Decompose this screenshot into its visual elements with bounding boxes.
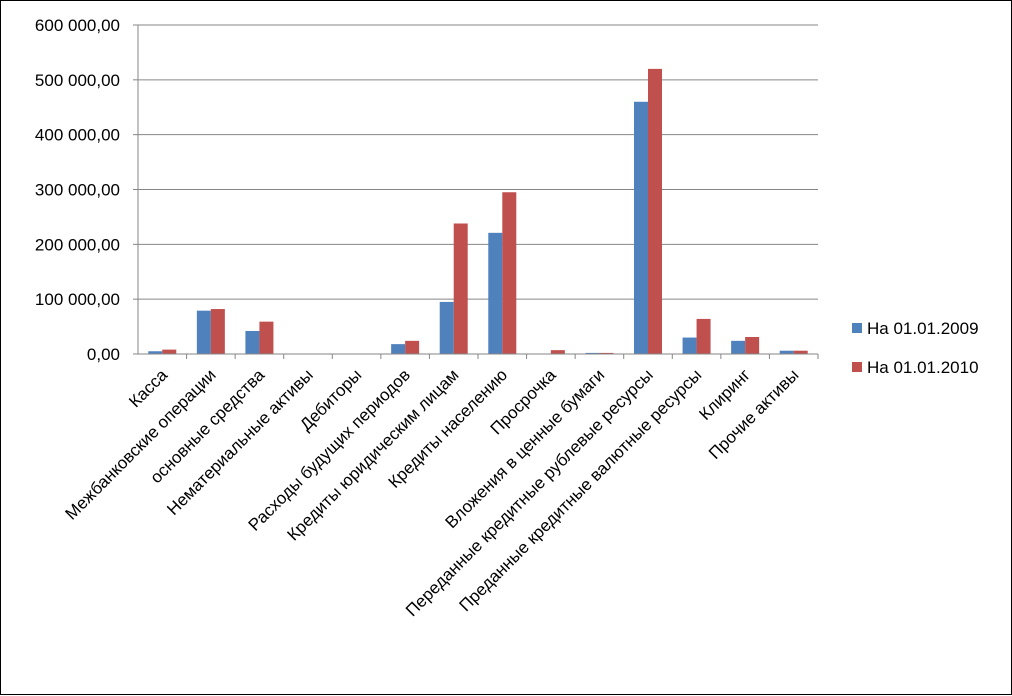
y-axis-ticks: 0,00 100 000,00 200 000,00 300 000,00 400 00…	[35, 16, 120, 364]
bar-1-12	[682, 337, 697, 354]
bar-2-6	[405, 340, 420, 354]
bar-2-14	[793, 350, 808, 354]
y-tick-label: 300 000,00	[35, 181, 120, 200]
y-tick-label: 0,00	[87, 345, 120, 364]
bar-1-6	[391, 344, 406, 354]
legend-swatch	[852, 362, 862, 372]
y-tick-label: 500 000,00	[35, 71, 120, 90]
bar-2-9	[550, 350, 565, 354]
legend: На 01.01.2009 На 01.01.2010	[852, 319, 979, 377]
y-tick-label: 200 000,00	[35, 235, 120, 254]
bars	[148, 68, 808, 355]
bar-2-11	[648, 68, 662, 354]
legend-label: На 01.01.2009	[867, 319, 979, 338]
bar-1-13	[731, 340, 746, 354]
bar-1-10	[585, 352, 600, 354]
bar-2-2	[210, 309, 225, 354]
bar-2-1	[162, 349, 177, 354]
bar-1-8	[488, 232, 503, 354]
bar-2-12	[696, 318, 711, 354]
bar-1-1	[148, 351, 163, 354]
y-tick-label: 600 000,00	[35, 16, 120, 35]
bar-2-13	[745, 337, 760, 354]
bar-1-2	[196, 310, 211, 354]
y-tick-label: 400 000,00	[35, 126, 120, 145]
gridlines	[138, 24, 818, 355]
y-tick-label: 100 000,00	[35, 290, 120, 309]
legend-swatch	[852, 323, 862, 333]
bar-1-7	[439, 301, 454, 354]
bar-1-14	[779, 350, 794, 354]
bar-2-3	[259, 321, 274, 354]
bar-1-3	[245, 330, 260, 354]
bar-1-11	[634, 101, 648, 355]
x-category-label: Прочие активы	[705, 365, 803, 463]
axes	[133, 24, 819, 359]
x-category-label: Касса	[125, 365, 171, 411]
bar-2-8	[502, 192, 517, 354]
legend-label: На 01.01.2010	[867, 358, 979, 377]
bar-2-7	[453, 223, 468, 354]
bar-2-10	[599, 352, 614, 354]
